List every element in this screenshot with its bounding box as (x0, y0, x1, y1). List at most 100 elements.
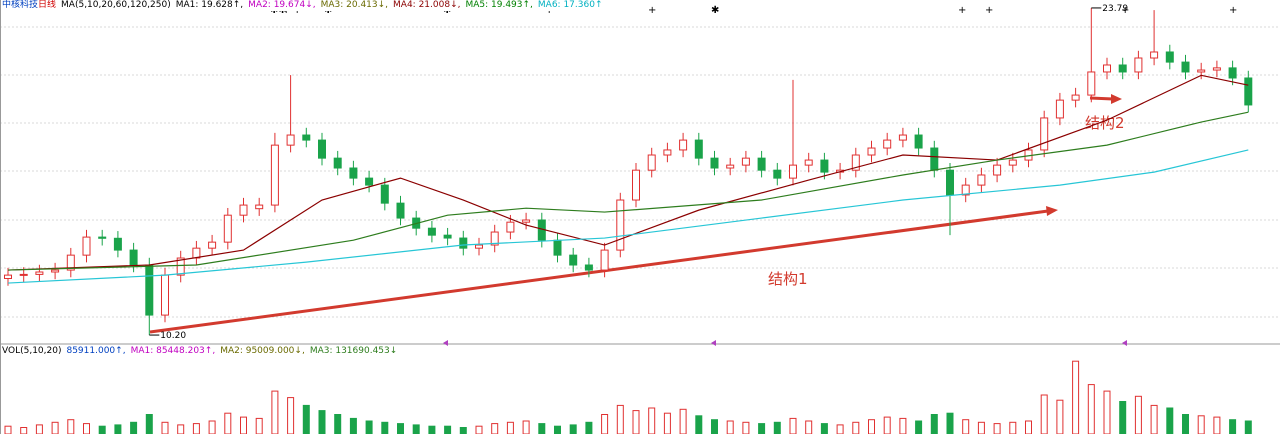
candle-body (1212, 67, 1221, 71)
candle-body (475, 244, 483, 249)
candle-body (506, 221, 515, 233)
structure-label: 结构2 (1085, 114, 1125, 132)
volume-bar (1009, 421, 1017, 434)
candle-body (522, 219, 531, 223)
volume-bar (742, 421, 750, 434)
candle-body (1008, 159, 1017, 166)
candle-body (490, 231, 499, 246)
volume-bar (287, 397, 295, 434)
volume-bar (883, 416, 891, 434)
volume-bar (585, 421, 593, 434)
candle-body (741, 157, 750, 166)
candle-body (129, 249, 138, 266)
volume-bar (852, 421, 860, 434)
volume-bar (977, 421, 985, 434)
volume-bar (805, 420, 813, 434)
candle-body (1244, 77, 1253, 106)
volume-bar (522, 420, 530, 434)
candle-body (679, 139, 688, 151)
stock-name: 中核科技 (2, 0, 39, 10)
candle-body (98, 236, 107, 239)
volume-bar (51, 421, 59, 434)
volume-header: VOL(5,10,20) 85911.000↑, MA1: 85448.203↑, M… (2, 346, 403, 357)
ma-value: MA3: 20.413↓, (320, 0, 389, 10)
svg-text:+: + (648, 5, 656, 16)
candle-body (239, 204, 248, 216)
candle-body (427, 227, 436, 236)
low-label: 10.20 (160, 331, 186, 341)
arrow-head (1111, 94, 1122, 104)
candle-body (208, 241, 217, 249)
candle-body (4, 274, 12, 279)
ma-line (7, 149, 1249, 284)
candle-body (1165, 51, 1174, 63)
volume-bar (397, 423, 404, 434)
volume-bar (726, 420, 734, 434)
volume-bar (349, 417, 357, 434)
candle-body (333, 157, 342, 169)
volume-bar (962, 419, 970, 434)
candle-body (35, 271, 44, 275)
volume-bar (130, 421, 138, 434)
volume-bar (789, 417, 797, 434)
candle-body (161, 274, 169, 316)
candle-body (647, 154, 656, 171)
candle-body (1228, 67, 1237, 79)
candle-body (270, 144, 279, 206)
volume-bar (648, 407, 656, 434)
candle-body (1181, 61, 1190, 73)
volume-bar (271, 390, 279, 434)
volume-bar (318, 410, 326, 434)
candle-body (694, 139, 703, 159)
candle-body (789, 164, 797, 179)
candle-body (914, 134, 923, 149)
volume-bar (820, 423, 828, 434)
volume-bar (444, 425, 452, 434)
candle-body (192, 247, 201, 259)
candle-body (616, 199, 625, 251)
candle-body (1040, 117, 1049, 151)
volume-bar (695, 415, 703, 434)
candle-body (584, 264, 593, 271)
ma-line (7, 74, 1249, 271)
volume-bar (506, 421, 514, 434)
volume-bar (1025, 420, 1032, 434)
candle-body (286, 134, 295, 146)
volume-bar (145, 414, 153, 434)
candle-body (459, 237, 468, 249)
candle-body (1103, 64, 1111, 73)
svg-text:✱: ✱ (711, 5, 719, 16)
volume-bar (679, 408, 687, 434)
volume-bar (1197, 415, 1205, 434)
volume-bar (475, 425, 483, 434)
candle-body (961, 184, 970, 196)
volume-bar (381, 421, 389, 434)
volume-bar (491, 423, 499, 434)
candle-body (365, 177, 374, 186)
candle-body (710, 157, 719, 169)
ma-value: MA1: 19.628↑, (175, 0, 244, 10)
candle-body (349, 167, 358, 179)
candle-body (883, 139, 892, 149)
volume-bar (365, 420, 373, 434)
period-markers (443, 340, 1127, 346)
volume-bar (1087, 384, 1095, 434)
volume-bar (538, 423, 546, 434)
candle-body (113, 237, 122, 251)
ma-line (7, 111, 1249, 271)
volume-bar (161, 421, 169, 434)
candle-body (1071, 94, 1080, 101)
volume-bar (20, 427, 28, 434)
candle-body (1197, 69, 1206, 73)
volume-bar (83, 423, 90, 434)
candle-body (898, 134, 907, 141)
candle-body (977, 174, 986, 186)
svg-text:+: + (985, 5, 993, 16)
ma-params: MA(5,10,20,60,120,250) (61, 0, 171, 10)
volume-bar (569, 424, 577, 434)
volume-bar (208, 420, 216, 434)
volume-bar (1119, 401, 1127, 434)
volume-bar (1072, 360, 1080, 434)
candle-body (51, 269, 60, 273)
